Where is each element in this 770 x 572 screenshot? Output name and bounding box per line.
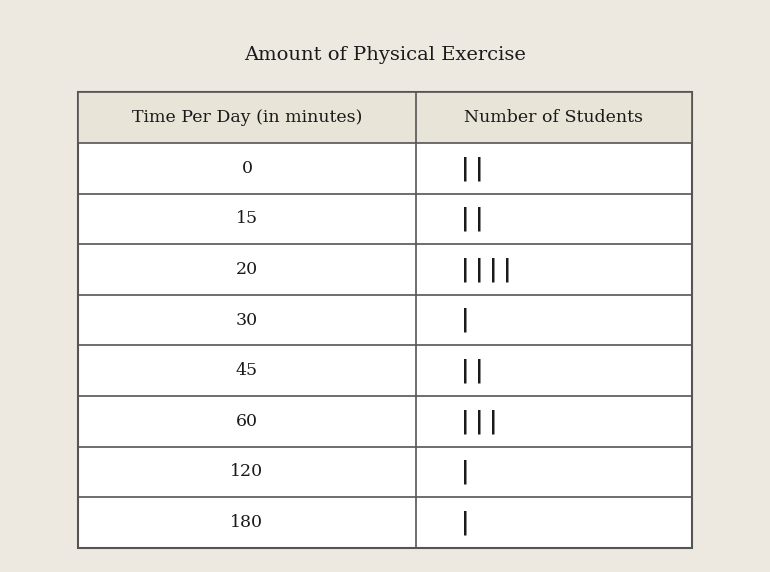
FancyBboxPatch shape — [78, 93, 692, 548]
Text: 15: 15 — [236, 210, 258, 228]
Text: |: | — [489, 409, 497, 434]
Text: Time Per Day (in minutes): Time Per Day (in minutes) — [132, 109, 362, 126]
Text: 0: 0 — [242, 160, 253, 177]
Text: |: | — [461, 257, 470, 282]
Text: |: | — [475, 409, 484, 434]
Text: 30: 30 — [236, 312, 258, 329]
Text: |: | — [461, 510, 470, 535]
Text: 20: 20 — [236, 261, 258, 278]
Text: |: | — [461, 409, 470, 434]
Text: |: | — [461, 206, 470, 231]
Text: |: | — [489, 257, 497, 282]
Text: 60: 60 — [236, 413, 258, 430]
Text: Number of Students: Number of Students — [464, 109, 643, 126]
Text: |: | — [461, 460, 470, 484]
Text: |: | — [475, 156, 484, 181]
Text: |: | — [475, 206, 484, 231]
Text: |: | — [475, 257, 484, 282]
Text: |: | — [461, 156, 470, 181]
Text: 45: 45 — [236, 362, 258, 379]
FancyBboxPatch shape — [78, 93, 692, 143]
Text: 120: 120 — [230, 463, 263, 480]
Text: |: | — [461, 359, 470, 383]
Text: Amount of Physical Exercise: Amount of Physical Exercise — [244, 46, 526, 64]
Text: |: | — [461, 308, 470, 332]
Text: 180: 180 — [230, 514, 263, 531]
Text: |: | — [503, 257, 511, 282]
Text: |: | — [475, 359, 484, 383]
